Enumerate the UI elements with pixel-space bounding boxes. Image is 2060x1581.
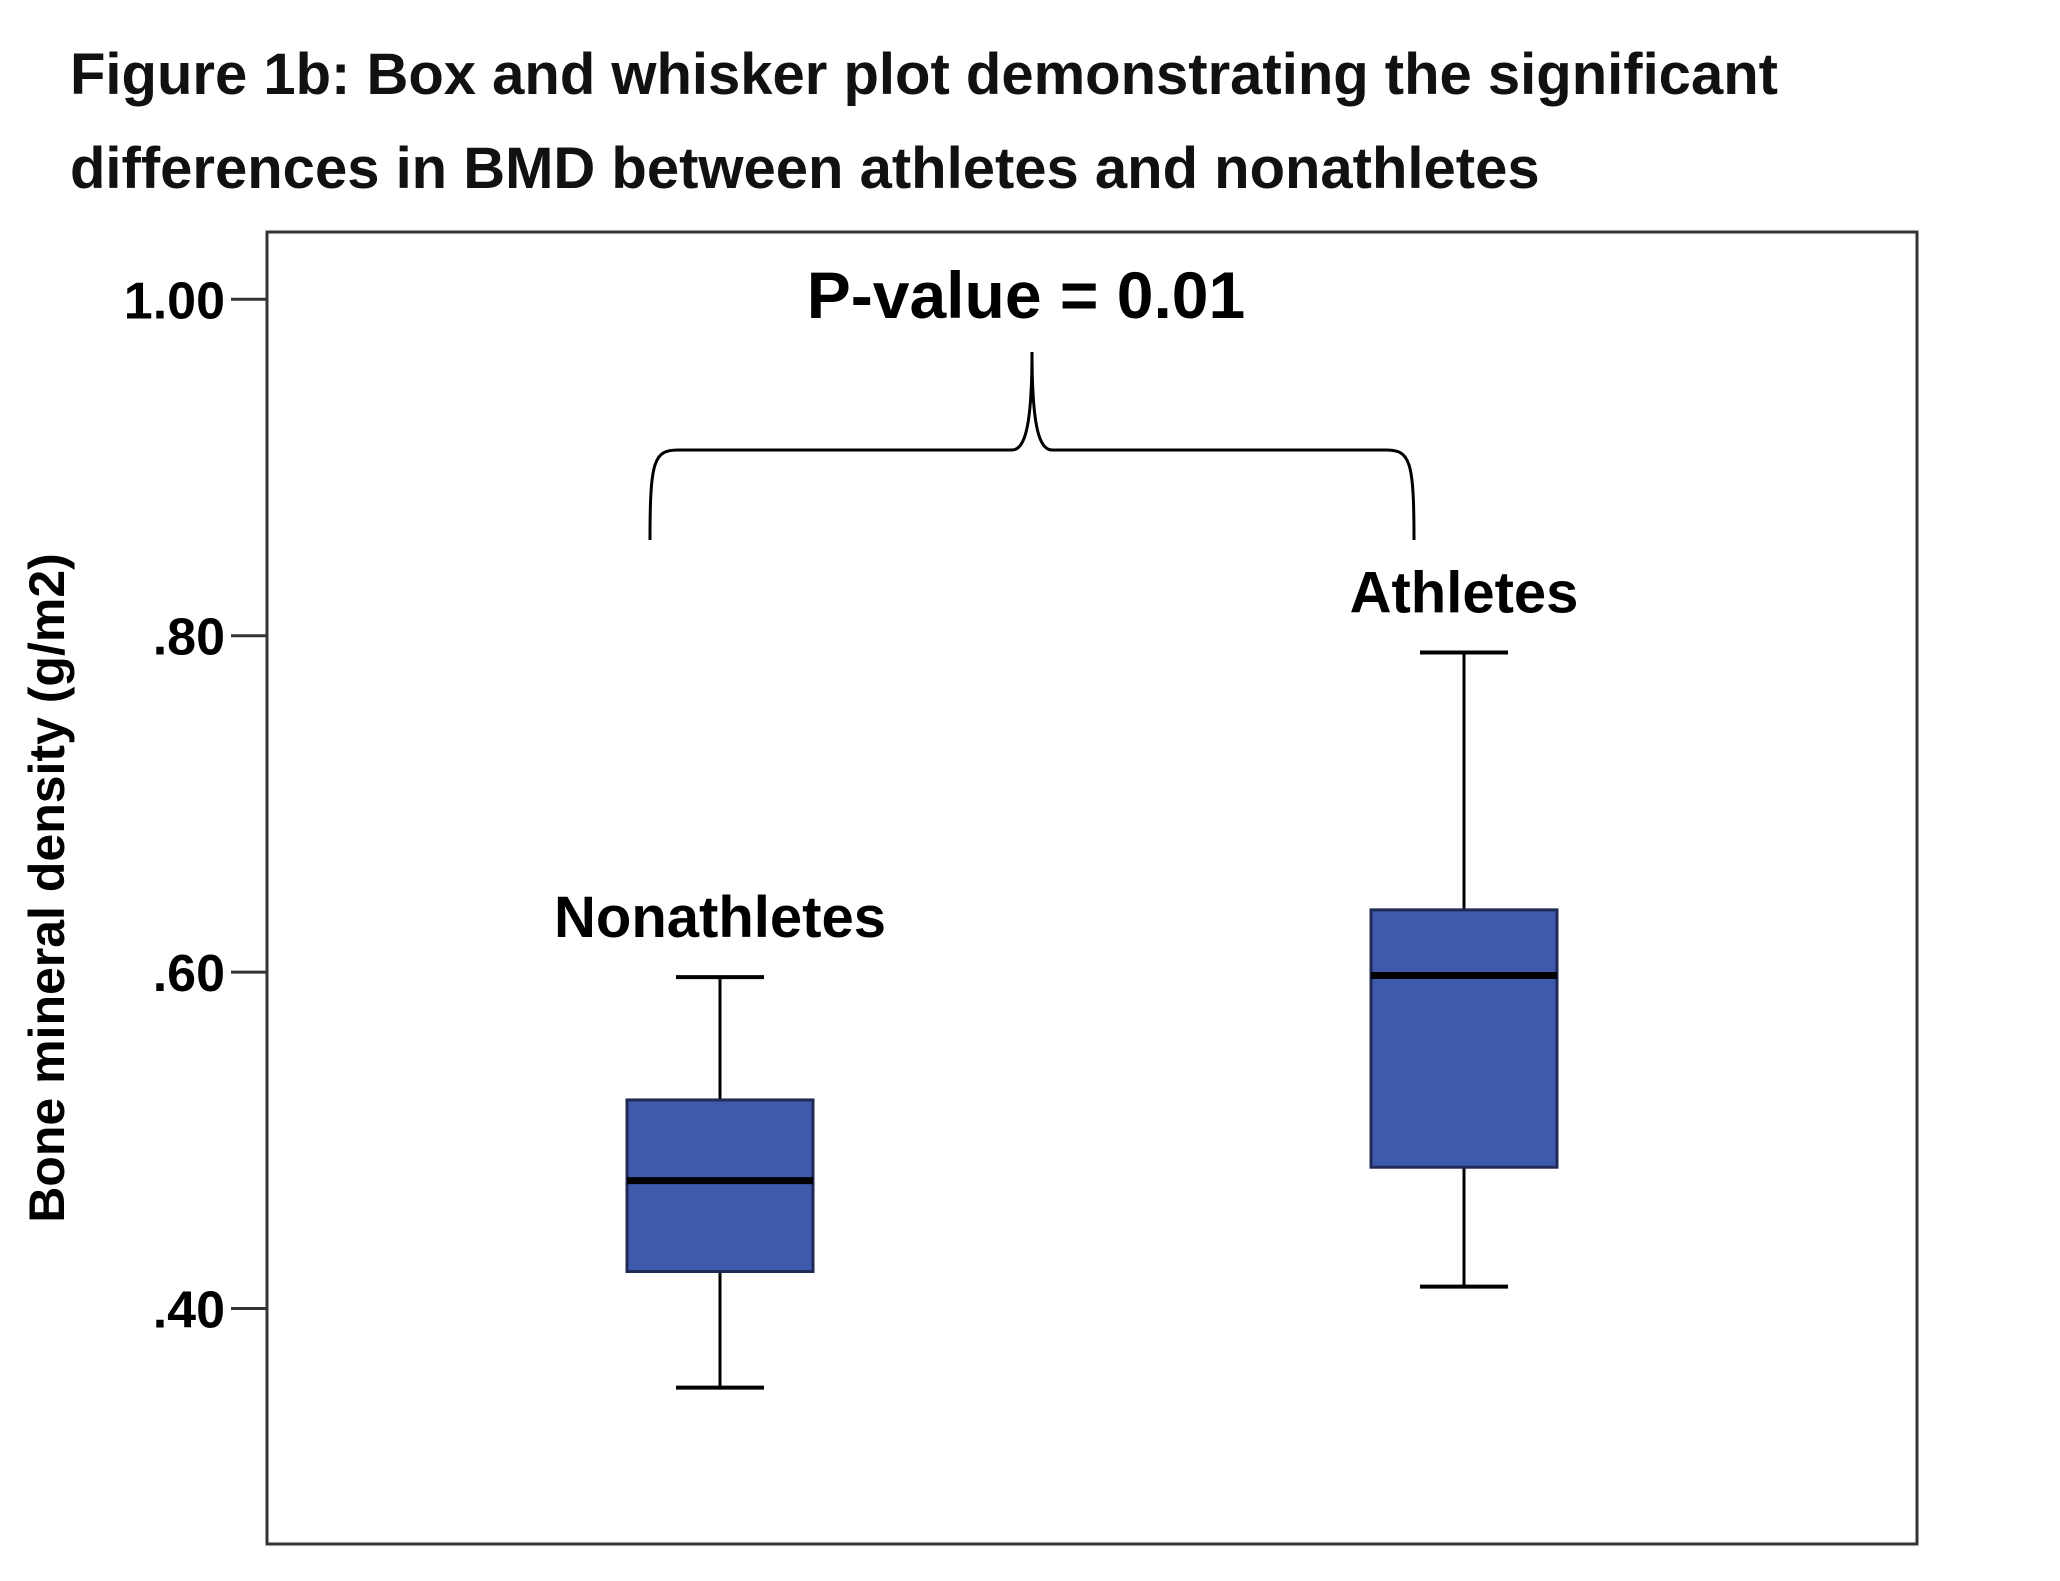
box-iqr <box>625 1098 815 1274</box>
y-tick-label: .60 <box>153 945 225 1003</box>
category-label: Athletes <box>1350 561 1579 626</box>
significance-annotation: P-value = 0.01 <box>648 258 1416 541</box>
curly-brace <box>648 351 1416 541</box>
p-value-label: P-value = 0.01 <box>807 258 1245 332</box>
y-tick-label: .40 <box>153 1282 225 1340</box>
boxes: Nonathletes Athletes <box>554 561 1579 1390</box>
box-iqr <box>1369 908 1559 1169</box>
y-axis-label: Bone mineral density (g/m2) <box>19 553 75 1223</box>
y-tick-label: .80 <box>153 609 225 667</box>
figure-title: Figure 1b: Box and whisker plot demonstr… <box>70 28 2050 216</box>
figure-title-line-2: differences in BMD between athletes and … <box>70 136 1540 201</box>
plot-frame <box>265 230 1919 1546</box>
y-axis: .40 .60 .80 1.00 <box>124 272 267 1340</box>
figure-title-line-1: Figure 1b: Box and whisker plot demonstr… <box>70 42 1778 107</box>
y-tick-label: 1.00 <box>124 272 225 330</box>
category-label: Nonathletes <box>554 885 886 950</box>
